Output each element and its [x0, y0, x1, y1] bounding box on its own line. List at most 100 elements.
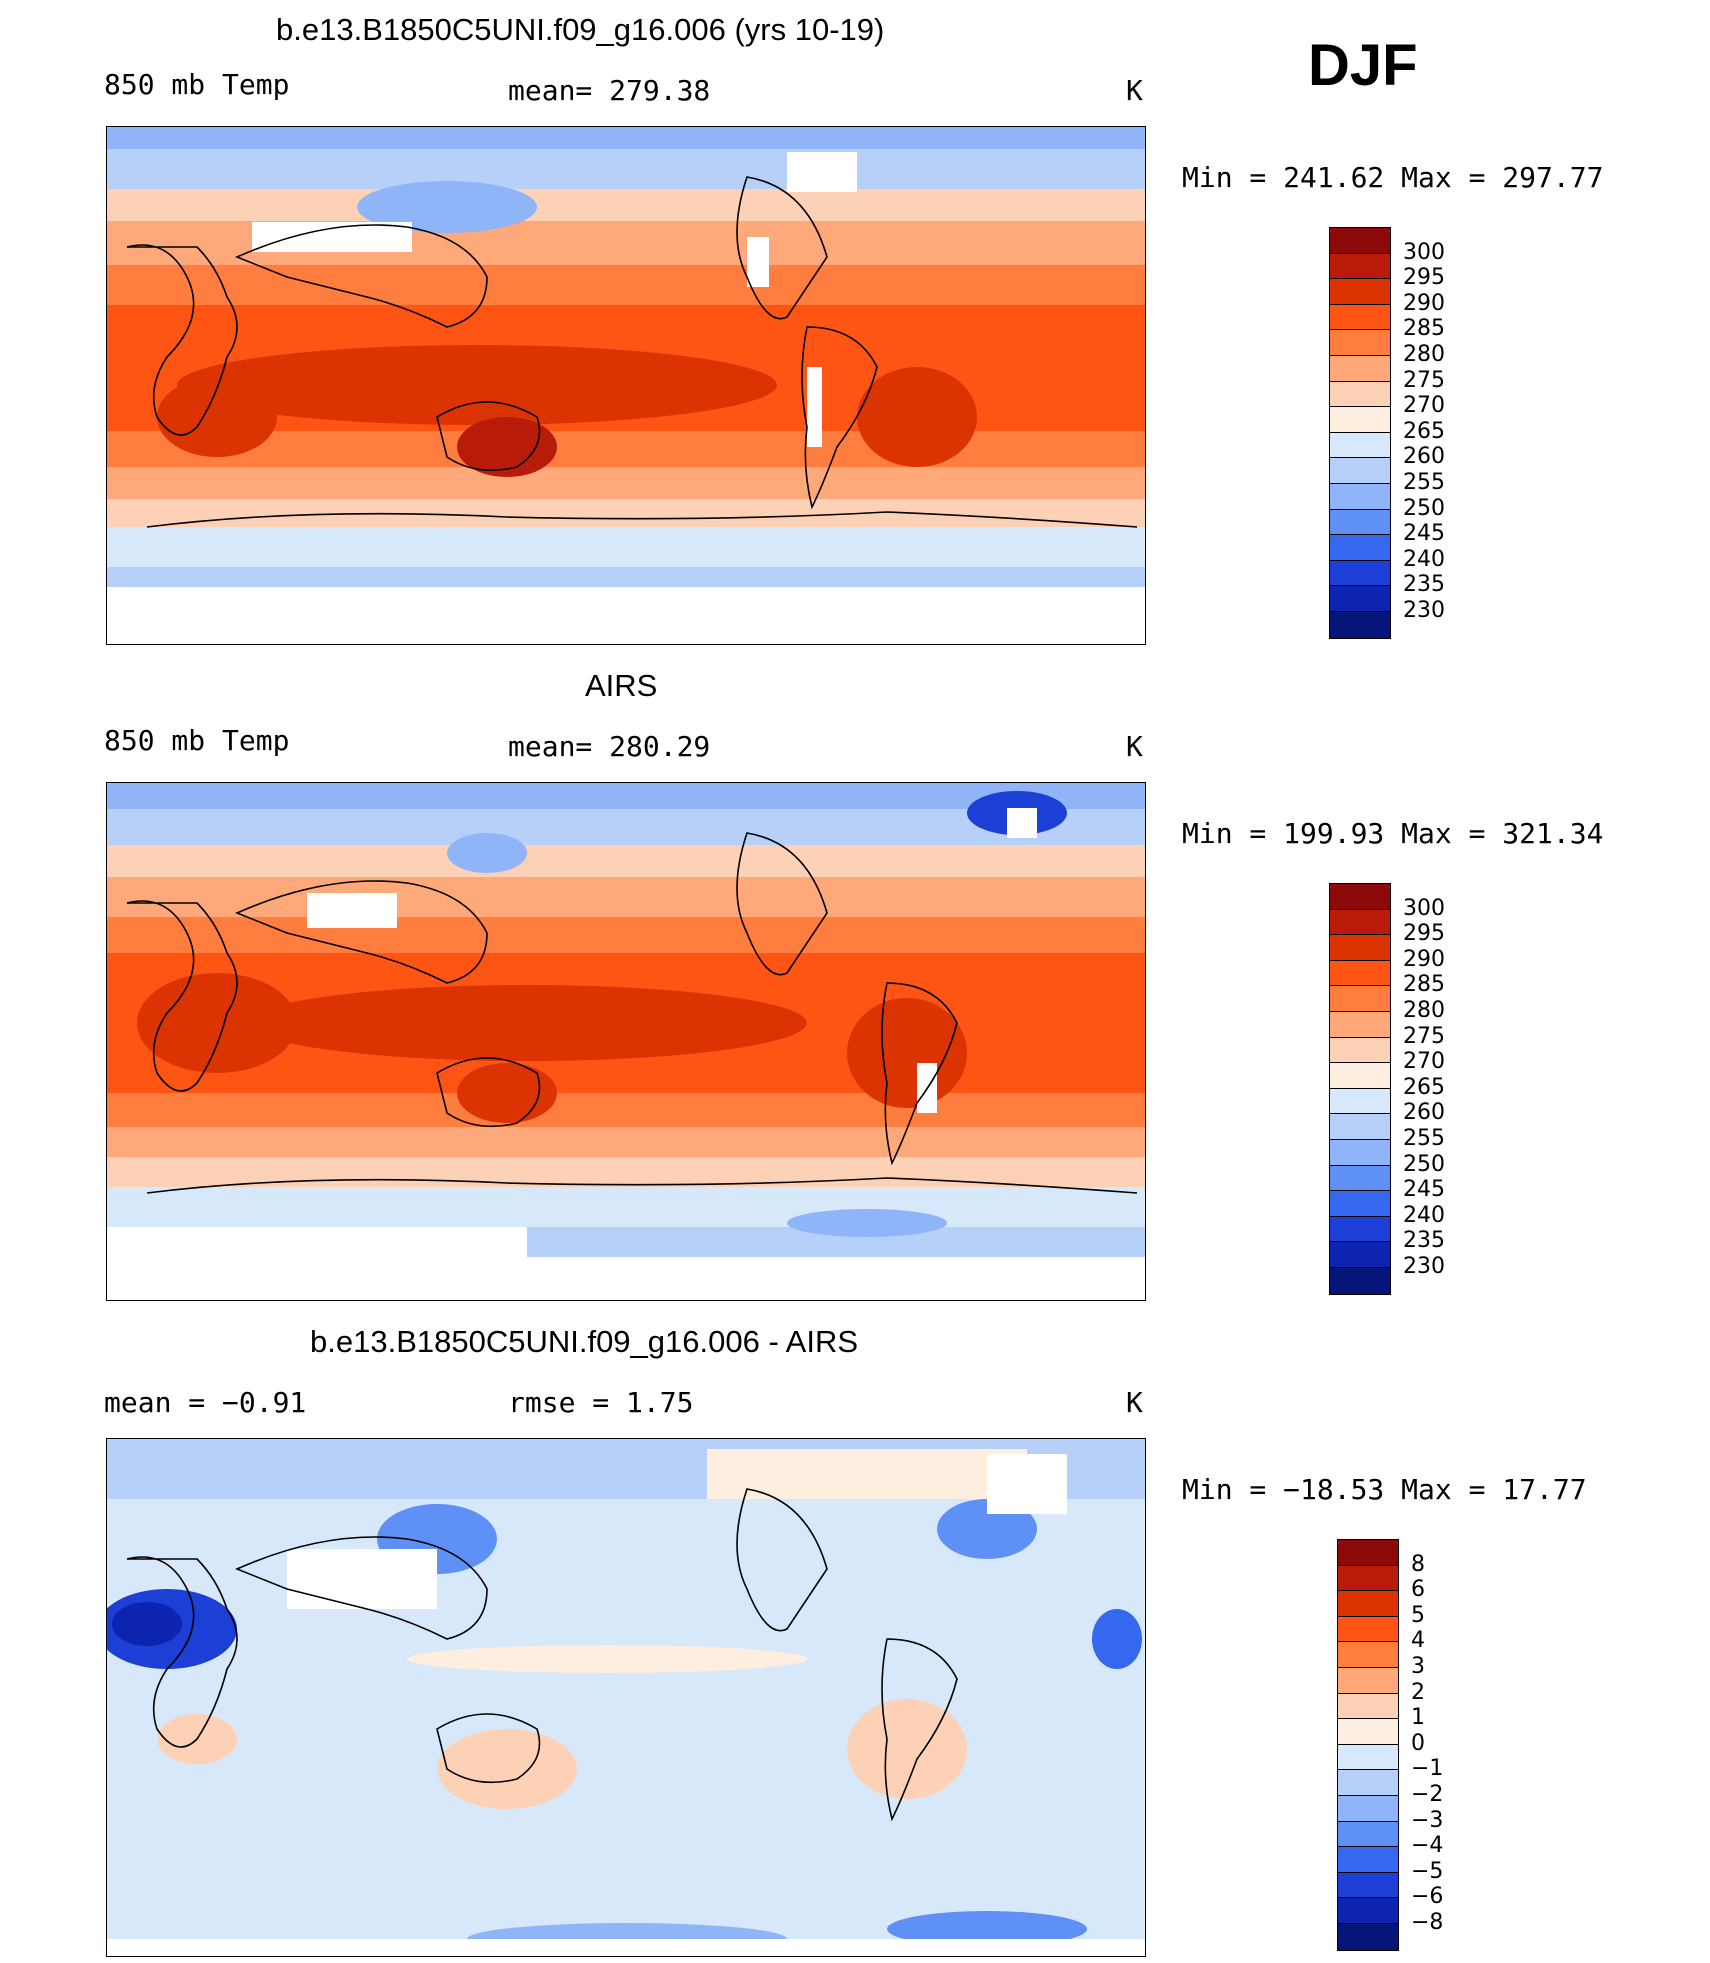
colorbar-swatch [1330, 560, 1390, 587]
colorbar-swatch [1330, 935, 1390, 961]
panel1-colorbar-boxes [1329, 227, 1391, 639]
panel2-tibet-mask [307, 893, 397, 928]
colorbar-tick-label: 295 [1403, 265, 1445, 291]
colorbar-swatch [1338, 1642, 1398, 1668]
panel2-greenland-mask [1007, 808, 1037, 838]
colorbar-tick-label: 290 [1403, 946, 1445, 972]
panel3-arctic-warm [707, 1449, 1027, 1499]
colorbar-swatch [1330, 1165, 1390, 1192]
colorbar-tick-label: 290 [1403, 290, 1445, 316]
panel2-australia-warm [457, 1063, 557, 1123]
season-label: DJF [1308, 33, 1418, 98]
panel1-siberia-cold [357, 181, 537, 233]
colorbar-swatch [1338, 1540, 1398, 1566]
colorbar-swatch [1338, 1616, 1398, 1643]
colorbar-tick-label: −6 [1411, 1884, 1444, 1910]
panel1-units-label: K [1126, 74, 1143, 107]
panel3-colorbar-boxes [1337, 1539, 1399, 1951]
panel2-band-southern-ocean [107, 1187, 1145, 1227]
colorbar-swatch [1330, 1037, 1390, 1064]
colorbar-swatch [1330, 1011, 1390, 1038]
colorbar-tick-label: 1 [1411, 1705, 1425, 1731]
colorbar-tick-label: −4 [1411, 1833, 1444, 1859]
colorbar-swatch [1330, 304, 1390, 331]
panel2-warm-pool [247, 985, 807, 1061]
panel2-band-n-tropic [107, 917, 1145, 953]
colorbar-tick-label: 250 [1403, 495, 1445, 521]
colorbar-tick-label: 295 [1403, 921, 1445, 947]
colorbar-tick-label: −1 [1411, 1756, 1444, 1782]
colorbar-swatch [1330, 407, 1390, 433]
colorbar-tick-label: −8 [1411, 1910, 1444, 1935]
colorbar-tick-label: 280 [1403, 998, 1445, 1023]
colorbar-swatch [1330, 535, 1390, 561]
panel3-minmax: Min = −18.53 Max = 17.77 [1182, 1473, 1587, 1506]
colorbar-tick-label: 260 [1403, 1100, 1445, 1126]
colorbar-tick-label: −2 [1411, 1782, 1444, 1807]
panel3-pacific-warm [407, 1645, 807, 1673]
colorbar-tick-label: −5 [1411, 1858, 1444, 1884]
panel1-greenland-mask [787, 152, 857, 192]
panel3-mean-label: mean = −0.91 [104, 1386, 307, 1419]
colorbar-tick-label: 240 [1403, 1202, 1445, 1228]
colorbar-swatch [1330, 1216, 1390, 1243]
colorbar-tick-label: 3 [1411, 1654, 1425, 1679]
colorbar-tick-label: 285 [1403, 972, 1445, 998]
colorbar-swatch [1330, 458, 1390, 484]
panel1-band-n-tropic [107, 265, 1145, 305]
panel1-africa-warm [157, 377, 277, 457]
colorbar-tick-label: 260 [1403, 444, 1445, 470]
colorbar-tick-label: 245 [1403, 1177, 1445, 1203]
colorbar-tick-label: 255 [1403, 470, 1445, 495]
colorbar-tick-label: 235 [1403, 1228, 1445, 1254]
colorbar-tick-label: 8 [1411, 1551, 1425, 1577]
panel1-andes-mask [807, 367, 822, 447]
panel3-greenland-mask [987, 1454, 1067, 1514]
colorbar-swatch [1330, 611, 1390, 638]
panel1-band-s-subtropic [107, 467, 1145, 499]
colorbar-tick-label: 270 [1403, 393, 1445, 419]
colorbar-swatch [1330, 960, 1390, 987]
panel3-rmse-label: rmse = 1.75 [508, 1386, 694, 1419]
panel1-map [106, 126, 1146, 645]
colorbar-tick-label: 2 [1411, 1679, 1425, 1705]
panel1-band-n-midlat [107, 189, 1145, 221]
colorbar-tick-label: 5 [1411, 1602, 1425, 1628]
colorbar-swatch [1338, 1821, 1398, 1848]
panel2-africa-warm [137, 973, 297, 1073]
panel2-units-label: K [1126, 730, 1143, 763]
panel2-minmax: Min = 199.93 Max = 321.34 [1182, 817, 1604, 850]
colorbar-tick-label: 235 [1403, 572, 1445, 598]
colorbar-swatch [1330, 432, 1390, 459]
panel2-coastlines [126, 832, 1138, 1194]
colorbar-swatch [1330, 884, 1390, 910]
colorbar-swatch [1330, 228, 1390, 254]
colorbar-swatch [1330, 1088, 1390, 1115]
colorbar-swatch [1330, 909, 1390, 936]
colorbar-tick-label: 285 [1403, 316, 1445, 342]
colorbar-swatch [1338, 1591, 1398, 1617]
colorbar-swatch [1338, 1898, 1398, 1924]
colorbar-swatch [1330, 253, 1390, 280]
panel2-band-n-subtropic [107, 877, 1145, 917]
panel1-mean-label: mean= 279.38 [508, 74, 711, 107]
panel1-band-s-tropic [107, 431, 1145, 467]
panel1-tibet-mask [252, 222, 412, 252]
colorbar-swatch [1338, 1744, 1398, 1771]
colorbar-swatch [1330, 986, 1390, 1012]
colorbar-swatch [1330, 483, 1390, 510]
colorbar-swatch [1338, 1847, 1398, 1873]
panel2-ross-cold [787, 1209, 947, 1237]
colorbar-swatch [1330, 1242, 1390, 1268]
colorbar-swatch [1338, 1795, 1398, 1822]
panel1-minmax: Min = 241.62 Max = 297.77 [1182, 161, 1604, 194]
panel1-coastlines [126, 176, 1138, 528]
colorbar-tick-label: 6 [1411, 1577, 1425, 1603]
colorbar-swatch [1330, 509, 1390, 536]
panel1-band-s-midlat [107, 499, 1145, 527]
panel3-europe-cold [1092, 1609, 1142, 1669]
panel3-coastlines [126, 1488, 958, 1822]
colorbar-swatch [1338, 1770, 1398, 1796]
colorbar-swatch [1330, 381, 1390, 408]
colorbar-tick-label: 0 [1411, 1730, 1425, 1756]
